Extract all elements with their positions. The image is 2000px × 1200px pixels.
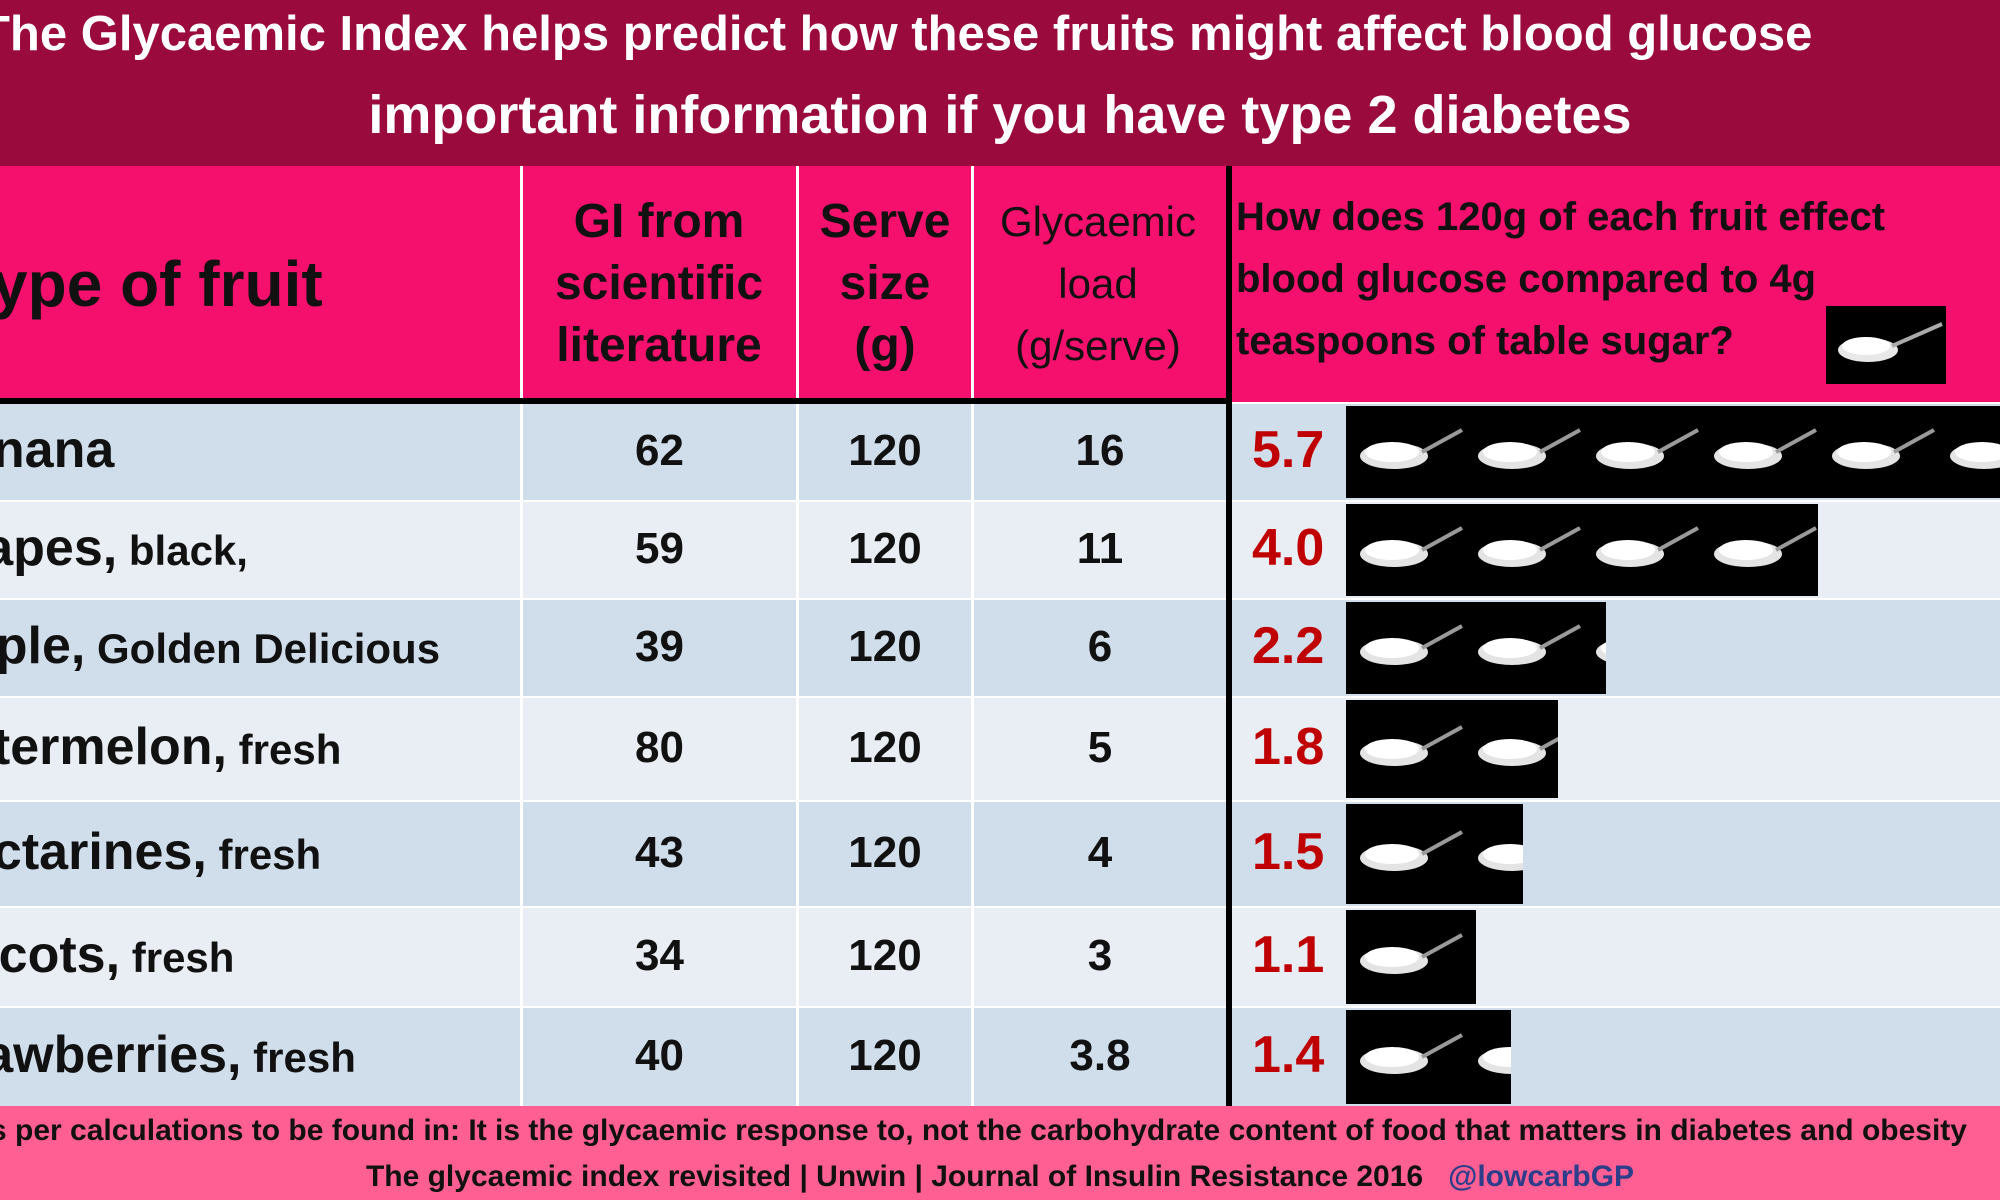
teaspoon-sugar-icon — [1346, 804, 1464, 904]
teaspoon-sugar-icon — [1464, 910, 1476, 1004]
row-divider — [0, 500, 1230, 503]
column-divider — [796, 166, 799, 1106]
row-divider — [0, 906, 1230, 909]
column-divider — [971, 166, 974, 1106]
gi-value: 80 — [635, 723, 684, 772]
teaspoon-sugar-icon — [1346, 1010, 1464, 1104]
teaspoon-sugar-icon — [1582, 602, 1606, 694]
fruit-label: rapes, — [0, 519, 118, 577]
table-row — [0, 1008, 2000, 1106]
fruit-name: rapes, black, — [0, 518, 248, 578]
title-banner: The Glycaemic Index helps predict how th… — [0, 0, 2000, 166]
header-rule — [0, 398, 1232, 404]
teaspoon-sugar-icon — [1464, 700, 1558, 798]
table-header — [0, 166, 2000, 402]
glycaemic-load-value: 5 — [1087, 723, 1113, 772]
fruit-label: pple, — [0, 617, 86, 675]
fruit-label: ectarines, — [0, 823, 207, 881]
glycaemic-load-value: 16 — [1075, 426, 1125, 475]
header-serve: Serve size (g) — [819, 195, 951, 372]
gi-value: 34 — [635, 931, 684, 980]
footer: s per calculations to be found in: It is… — [0, 1106, 2000, 1200]
teaspoon-sugar-icon — [1936, 406, 2000, 498]
fruit-name: atermelon, fresh — [0, 717, 341, 777]
fruit-name: rawberries, fresh — [0, 1025, 356, 1085]
glycaemic-load-value: 3 — [1087, 931, 1113, 980]
fruit-label: rawberries, — [0, 1026, 242, 1084]
row-divider — [0, 598, 1230, 601]
teaspoons-value: 1.4 — [1252, 1026, 1325, 1084]
footer-citation: s per calculations to be found in: It is… — [0, 1114, 1967, 1147]
table-row — [0, 600, 2000, 696]
fruit-label: anana — [0, 421, 115, 479]
teaspoons-value: 1.5 — [1252, 823, 1325, 881]
serve-size-value: 120 — [848, 1031, 922, 1080]
row-divider — [0, 1006, 1230, 1009]
title-line-2: important information if you have type 2… — [368, 85, 1632, 145]
footer-reference: The glycaemic index revisited | Unwin | … — [365, 1160, 1635, 1193]
fruit-qualifier: fresh — [120, 934, 235, 981]
gi-value: 39 — [635, 622, 684, 671]
teaspoon-sugar-icon — [1700, 406, 1818, 498]
teaspoon-sugar-icon — [1346, 910, 1464, 1004]
gi-value: 59 — [635, 524, 684, 573]
teaspoon-sugar-icon — [1346, 602, 1464, 694]
teaspoon-sugar-icon — [1582, 504, 1700, 596]
teaspoon-sugar-icon — [1464, 1010, 1511, 1104]
fruit-label: ricots, — [0, 926, 121, 984]
serve-size-value: 120 — [848, 828, 922, 877]
serve-size-value: 120 — [848, 723, 922, 772]
table-row — [0, 802, 2000, 906]
row-divider — [0, 696, 1230, 699]
teaspoon-sugar-icon — [1464, 602, 1582, 694]
teaspoon-sugar-icon — [1818, 406, 1936, 498]
serve-size-value: 120 — [848, 524, 922, 573]
glycaemic-load-value: 3.8 — [1069, 1031, 1131, 1080]
teaspoons-value: 4.0 — [1252, 519, 1325, 577]
teaspoons-value: 1.8 — [1252, 718, 1325, 776]
fruit-name: ectarines, fresh — [0, 822, 321, 882]
teaspoons-value: 2.2 — [1252, 617, 1325, 675]
header-gl: Glycaemic load (g/serve) — [999, 198, 1197, 369]
teaspoon-sugar-icon — [1464, 804, 1523, 904]
teaspoons-value: 5.7 — [1252, 421, 1325, 479]
title-line-1: The Glycaemic Index helps predict how th… — [0, 7, 1813, 61]
teaspoons-value: 1.1 — [1252, 926, 1325, 984]
teaspoon-sugar-icon — [1346, 700, 1464, 798]
gi-value: 62 — [635, 426, 684, 475]
gi-value: 43 — [635, 828, 684, 877]
row-divider — [0, 800, 1230, 803]
header-compare: How does 120g of each fruit effect blood… — [1236, 195, 1886, 363]
glycaemic-load-value: 4 — [1087, 828, 1113, 877]
column-divider-bold — [1226, 166, 1232, 1106]
teaspoon-sugar-icon — [1826, 306, 1946, 384]
fruit-qualifier: Golden Delicious — [85, 625, 441, 672]
fruit-qualifier: fresh — [241, 1034, 356, 1081]
glycaemic-load-value: 11 — [1076, 524, 1124, 573]
teaspoon-sugar-icon — [1464, 406, 1582, 498]
teaspoon-sugar-icon — [1700, 504, 1818, 596]
table-row — [0, 908, 2000, 1006]
fruit-name: anana — [0, 420, 114, 480]
fruit-name: ricots, fresh — [0, 925, 234, 985]
glycaemic-load-value: 6 — [1087, 622, 1113, 671]
fruit-qualifier: black, — [117, 527, 248, 574]
teaspoon-sugar-icon — [1582, 406, 1700, 498]
gi-value: 40 — [635, 1031, 684, 1080]
teaspoon-sugar-icon — [1346, 504, 1464, 596]
serve-size-value: 120 — [848, 931, 922, 980]
table-row — [0, 698, 2000, 800]
teaspoon-sugar-icon — [1464, 504, 1582, 596]
twitter-handle: @lowcarbGP — [1448, 1160, 1635, 1193]
header-gi: GI from scientific literature — [554, 195, 764, 372]
fruit-name: pple, Golden Delicious — [0, 616, 440, 676]
teaspoon-sugar-icon — [1346, 406, 1464, 498]
fruit-label: atermelon, — [0, 718, 227, 776]
fruit-qualifier: fresh — [206, 831, 322, 878]
serve-size-value: 120 — [848, 622, 922, 671]
column-divider — [520, 166, 523, 1106]
serve-size-value: 120 — [848, 426, 922, 475]
header-fruit: ype of fruit — [0, 248, 323, 320]
fruit-qualifier: fresh — [226, 726, 342, 773]
